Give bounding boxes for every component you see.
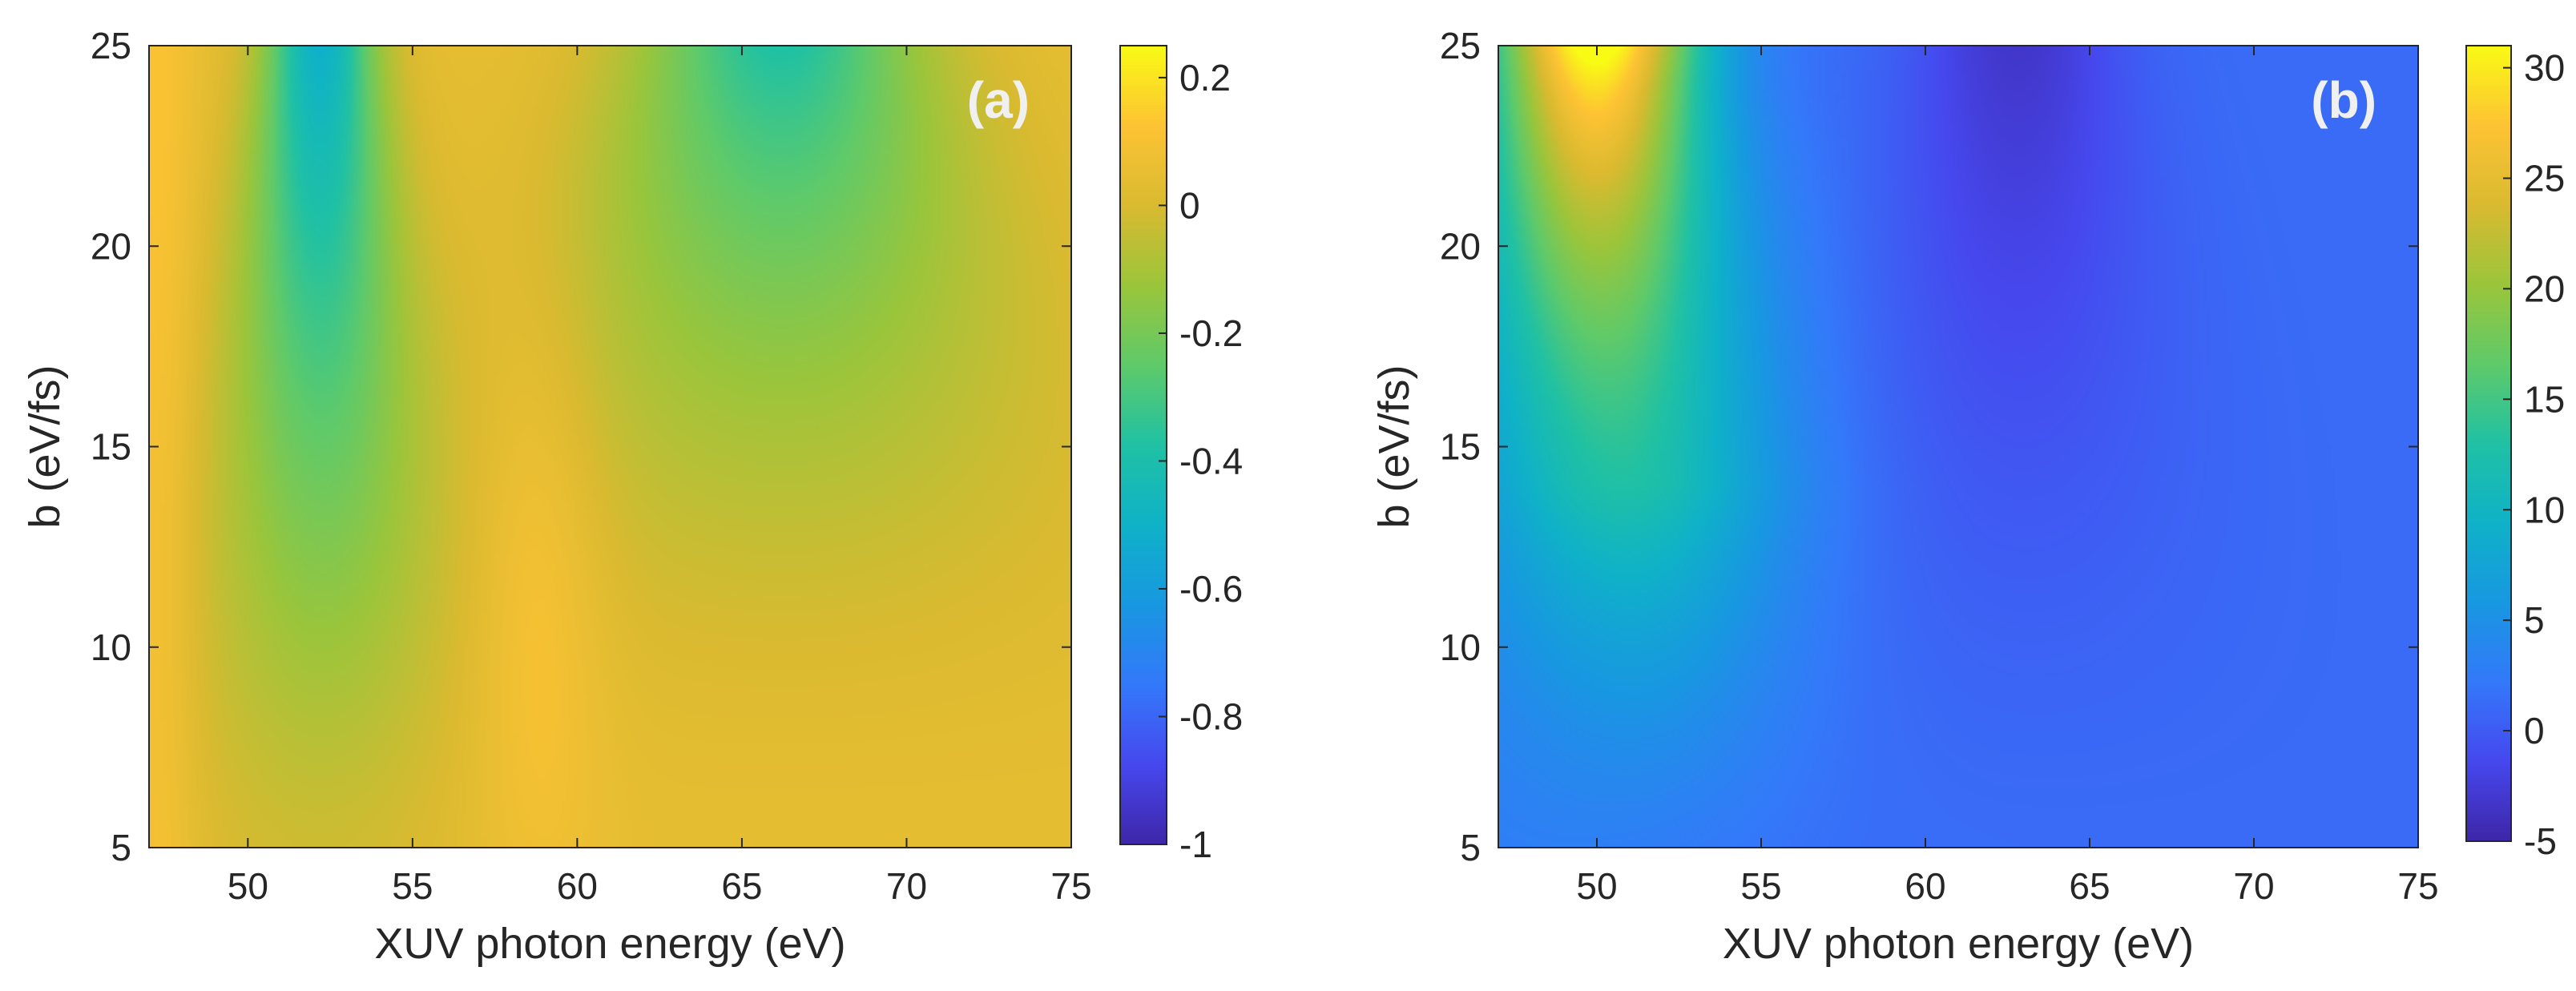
colorbar-tick-label: -0.4 — [1179, 440, 1243, 481]
y-tick-label: 5 — [111, 827, 131, 868]
colorbar-frame — [1119, 45, 1167, 845]
colorbar-tick-label: 0 — [1179, 184, 1200, 226]
colorbar-tick-label: 15 — [2524, 378, 2565, 420]
x-tick-label: 70 — [886, 865, 927, 907]
x-tick-label: 70 — [2233, 865, 2274, 907]
colorbar-frame — [2465, 45, 2512, 842]
panel-a: 50 55 60 65 70 75 5 10 15 20 25 XUV photon energy (… — [21, 25, 1243, 968]
heatmap-surface — [149, 46, 1071, 848]
x-tick-label: 75 — [1050, 865, 1091, 907]
colorbar-tick-label: -0.8 — [1179, 695, 1243, 737]
panel-label: (a) — [967, 71, 1030, 129]
x-axis-label: XUV photon energy (eV) — [374, 920, 845, 968]
y-tick-label: 10 — [91, 626, 131, 668]
colorbar: -5 0 5 10 15 20 25 30 — [2465, 45, 2565, 862]
colorbar-tick-label: -1 — [1179, 824, 1212, 865]
y-tick-label: 15 — [91, 426, 131, 468]
x-tick-label: 60 — [557, 865, 598, 907]
y-axis-label: b (eV/fs) — [1370, 365, 1418, 528]
colorbar-tick-label: 10 — [2524, 489, 2565, 530]
colorbar-tick-label: -0.6 — [1179, 568, 1243, 610]
y-tick-label: 20 — [91, 225, 131, 267]
heatmap-surface — [1498, 46, 2418, 848]
colorbar-tick-label: 0.2 — [1179, 57, 1231, 99]
y-tick-label: 25 — [91, 25, 131, 66]
y-tick-label: 5 — [1460, 827, 1481, 868]
x-tick-label: 55 — [1740, 865, 1781, 907]
colorbar-tick-label: -0.2 — [1179, 312, 1243, 354]
x-axis-label: XUV photon energy (eV) — [1723, 920, 2194, 968]
x-tick-label: 65 — [721, 865, 762, 907]
colorbar-tick-label: 20 — [2524, 268, 2565, 309]
x-tick-label: 50 — [228, 865, 268, 907]
y-tick-label: 20 — [1440, 225, 1481, 267]
x-tick-label: 50 — [1576, 865, 1617, 907]
x-tick-label: 75 — [2397, 865, 2438, 907]
y-axis-label: b (eV/fs) — [21, 365, 69, 528]
panel-label: (b) — [2311, 71, 2376, 129]
y-tick-label: 15 — [1440, 426, 1481, 468]
colorbar: -1 -0.8 -0.6 -0.4 -0.2 0 0.2 — [1119, 45, 1243, 865]
colorbar-tick-label: 30 — [2524, 47, 2565, 89]
x-tick-label: 55 — [392, 865, 433, 907]
colorbar-gradient — [1120, 46, 1167, 844]
x-tick-label: 65 — [2069, 865, 2110, 907]
colorbar-gradient — [2466, 46, 2511, 841]
y-tick-label: 25 — [1440, 25, 1481, 66]
y-tick-label: 10 — [1440, 626, 1481, 668]
colorbar-tick-label: 0 — [2524, 710, 2545, 751]
colorbar-tick-label: -5 — [2524, 820, 2557, 862]
colorbar-tick-label: 5 — [2524, 599, 2545, 641]
colorbar-tick-label: 25 — [2524, 158, 2565, 199]
x-tick-label: 60 — [1905, 865, 1945, 907]
